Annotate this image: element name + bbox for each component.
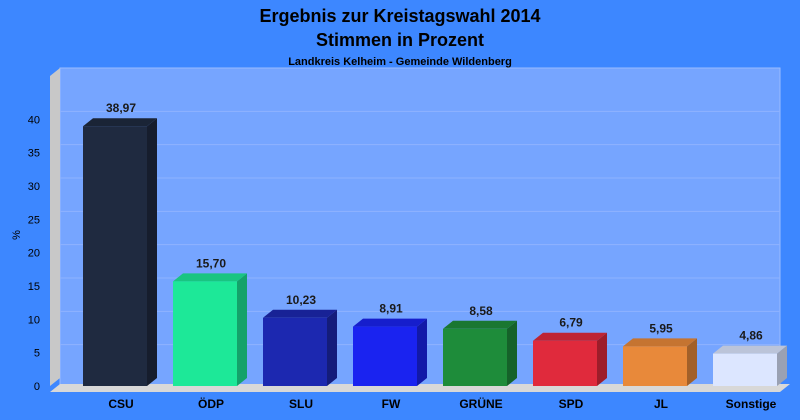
bar-top — [173, 273, 247, 282]
bar-top — [443, 320, 517, 329]
chart-title: Ergebnis zur Kreistagswahl 2014 — [259, 6, 540, 26]
x-category-label: JL — [654, 397, 668, 411]
bar-sonstige: 4,86 — [713, 329, 787, 386]
y-tick-label: 0 — [34, 381, 40, 393]
x-category-label: SLU — [289, 397, 313, 411]
y-tick-label: 5 — [34, 348, 40, 360]
y-tick-label: 35 — [28, 148, 40, 160]
y-tick-label: 30 — [28, 181, 40, 193]
bar-front — [83, 126, 147, 386]
bar-side — [687, 338, 697, 386]
bar-top — [353, 318, 427, 327]
y-tick-label: 15 — [28, 281, 40, 293]
bar-top — [83, 118, 157, 127]
bar-side — [597, 332, 607, 386]
bar-side — [147, 118, 157, 386]
bar-csu: 38,97 — [83, 101, 157, 386]
chart-subtitle-2: Landkreis Kelheim - Gemeinde Wildenberg — [288, 56, 512, 68]
bar-top — [263, 309, 337, 318]
x-category-label: Sonstige — [726, 397, 777, 411]
bar-value-label: 8,58 — [469, 304, 493, 318]
bar-value-label: 38,97 — [106, 101, 136, 115]
x-category-label: FW — [382, 397, 401, 411]
bar-ödp: 15,70 — [173, 256, 247, 386]
y-tick-label: 10 — [28, 314, 40, 326]
bar-side — [237, 273, 247, 386]
plot-left-wall — [50, 68, 60, 386]
bar-fw: 8,91 — [353, 302, 427, 386]
bar-side — [507, 320, 517, 386]
y-tick-label: 40 — [28, 114, 40, 126]
bar-front — [353, 326, 417, 386]
bar-front — [713, 353, 777, 386]
x-category-label: CSU — [108, 397, 133, 411]
bar-front — [263, 317, 327, 386]
bar-value-label: 4,86 — [739, 329, 763, 343]
bar-value-label: 8,91 — [379, 302, 403, 316]
bar-front — [623, 346, 687, 386]
x-category-label: GRÜNE — [459, 396, 502, 411]
x-category-label: ÖDP — [198, 396, 224, 411]
bar-front — [533, 340, 597, 386]
x-category-label: SPD — [559, 397, 584, 411]
bar-side — [417, 318, 427, 386]
bar-slu: 10,23 — [263, 293, 337, 386]
bar-side — [327, 309, 337, 386]
bar-value-label: 5,95 — [649, 321, 673, 335]
bar-jl: 5,95 — [623, 321, 697, 386]
bars: 38,97 15,70 10,23 8,91 8,58 6,79 5,95 4,86 — [83, 101, 787, 386]
bar-value-label: 10,23 — [286, 293, 316, 307]
bar-spd: 6,79 — [533, 316, 607, 386]
bar-top — [533, 332, 607, 341]
y-tick-label: 25 — [28, 214, 40, 226]
bar-front — [173, 281, 237, 386]
bar-front — [443, 328, 507, 386]
bar-top — [713, 345, 787, 354]
bar-top — [623, 338, 697, 347]
bar-grüne: 8,58 — [443, 304, 517, 386]
bar-side — [777, 345, 787, 386]
y-tick-label: 20 — [28, 248, 40, 260]
y-axis-label: % — [11, 230, 23, 240]
chart-subtitle: Stimmen in Prozent — [316, 30, 484, 50]
y-axis-ticks: 0 5 10 15 20 25 30 35 40 — [28, 114, 40, 393]
bar-value-label: 15,70 — [196, 256, 226, 270]
bar-value-label: 6,79 — [559, 316, 583, 330]
x-axis-categories: CSU ÖDP SLU FW GRÜNE SPD JL Sonstige — [108, 396, 776, 411]
